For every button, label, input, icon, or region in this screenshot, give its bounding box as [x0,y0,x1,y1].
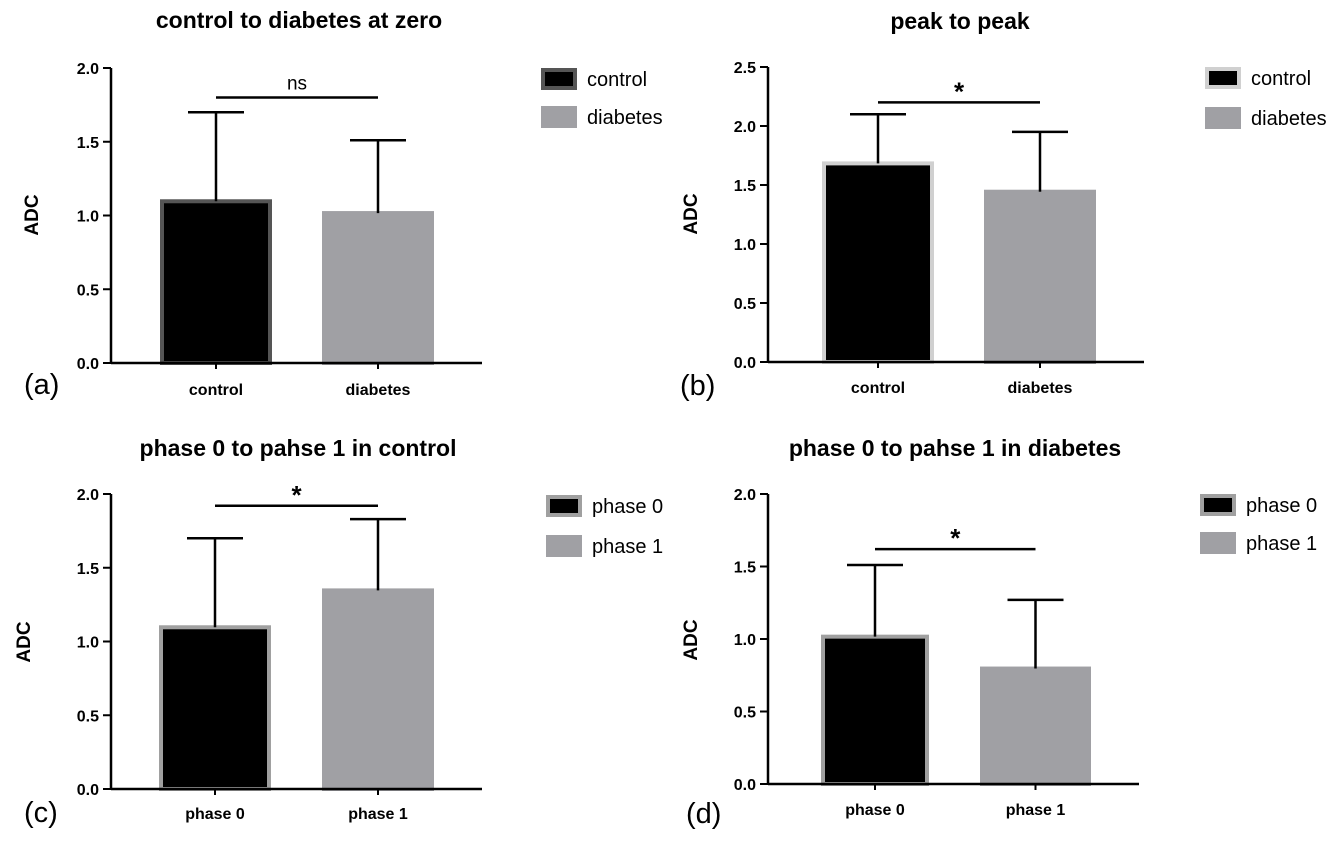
legend-swatch-phase-0 [1200,494,1236,516]
chart-panel-a: control to diabetes at zero ADC (a) control… [22,7,663,401]
y-tick-label: 1.0 [77,209,99,226]
chart-title: phase 0 to pahse 1 in control [140,435,457,461]
legend-label: phase 1 [1246,533,1317,555]
x-tick-label: phase 1 [348,806,408,823]
legend-label: phase 0 [592,496,663,518]
y-tick-label: 1.5 [734,178,756,195]
bar-control [160,199,272,365]
legend-label: diabetes [587,107,663,129]
y-axis-label: ADC [14,621,35,662]
y-tick-label: 0.5 [77,282,99,299]
legend-swatch-diabetes [541,106,577,128]
chart-title: control to diabetes at zero [156,7,442,33]
legend-swatch-control [541,68,577,90]
y-tick-label: 2.0 [77,61,99,78]
y-tick-label: 2.0 [734,487,756,504]
panel-label: (d) [686,798,721,830]
chart-panel-c: phase 0 to pahse 1 in control ADC (c) phase… [14,435,663,829]
y-axis-label: ADC [22,194,43,235]
bar-diabetes [322,211,434,365]
bar-control [822,161,934,364]
y-tick-label: 0.0 [77,782,99,799]
legend-swatch-phase-1 [546,535,582,557]
y-tick-label: 1.5 [734,560,756,577]
x-tick-label: phase 1 [1006,802,1066,819]
bar-phase-0 [821,634,929,787]
x-tick-label: phase 0 [185,806,245,823]
legend-label: phase 0 [1246,495,1317,517]
bar-phase-1 [322,588,434,792]
y-tick-label: 0.0 [77,356,99,373]
x-tick-label: diabetes [346,382,411,399]
legend-label: control [587,69,647,91]
legend-swatch-control [1205,67,1241,89]
x-tick-label: control [851,380,905,397]
legend-label: phase 1 [592,536,663,558]
y-axis-label: ADC [681,193,702,234]
legend-label: diabetes [1251,108,1326,130]
y-tick-label: 1.5 [77,135,99,152]
x-tick-label: phase 0 [845,802,905,819]
bar-diabetes [984,189,1096,364]
chart-panel-b: peak to peak ADC (b) control diabetes 0.0 0.5 1… [680,8,1326,402]
y-tick-label: 0.5 [77,708,99,725]
y-tick-label: 1.5 [77,561,99,578]
panel-label: (a) [24,369,59,401]
y-tick-label: 1.0 [734,237,756,254]
bar-phase-0 [159,625,271,792]
significance-label: * [291,480,302,510]
chart-title: peak to peak [890,8,1030,34]
significance-label: ns [287,74,307,95]
y-axis-label: ADC [681,619,702,660]
panel-label: (c) [24,797,58,829]
y-tick-label: 0.5 [734,705,756,722]
y-tick-label: 2.0 [734,119,756,136]
y-tick-label: 0.5 [734,296,756,313]
y-tick-label: 0.0 [734,777,756,794]
panel-label: (b) [680,370,715,402]
legend-swatch-phase-1 [1200,532,1236,554]
significance-label: * [950,523,961,553]
legend-swatch-phase-0 [546,495,582,517]
chart-title: phase 0 to pahse 1 in diabetes [789,435,1121,461]
x-tick-label: diabetes [1008,380,1073,397]
significance-label: * [954,76,965,106]
legend-swatch-diabetes [1205,107,1241,129]
y-tick-label: 2.5 [734,60,756,77]
y-tick-label: 1.0 [77,635,99,652]
x-tick-label: control [189,382,243,399]
y-tick-label: 0.0 [734,355,756,372]
legend-label: control [1251,68,1311,90]
y-tick-label: 1.0 [734,632,756,649]
y-tick-label: 2.0 [77,487,99,504]
chart-panel-d: phase 0 to pahse 1 in diabetes ADC (d) phas… [681,435,1317,830]
bar-phase-1 [980,666,1091,786]
